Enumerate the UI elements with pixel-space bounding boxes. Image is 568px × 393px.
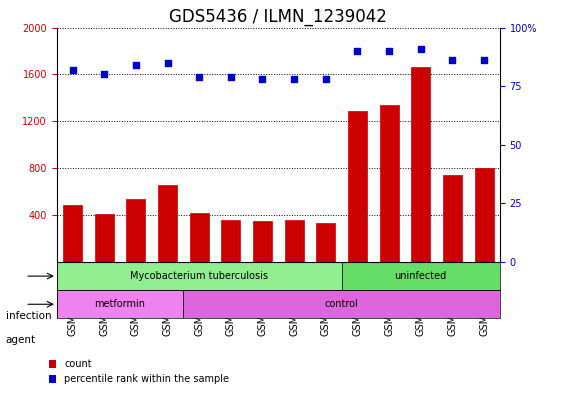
Point [353, 48, 362, 54]
Text: uninfected: uninfected [395, 271, 447, 281]
Point [385, 48, 394, 54]
Bar [474, 168, 494, 262]
Bar [222, 220, 240, 262]
Bar [379, 105, 399, 262]
Point [290, 76, 299, 82]
Bar [63, 205, 82, 262]
Bar [95, 214, 114, 262]
Bar [285, 220, 304, 262]
Text: infection: infection [6, 311, 51, 321]
Point [131, 62, 140, 68]
Point [448, 57, 457, 64]
FancyBboxPatch shape [57, 262, 341, 290]
FancyBboxPatch shape [57, 290, 183, 318]
Text: control: control [325, 299, 358, 309]
Point [163, 60, 172, 66]
Title: GDS5436 / ILMN_1239042: GDS5436 / ILMN_1239042 [169, 8, 387, 26]
Bar [411, 67, 430, 262]
Point [479, 57, 488, 64]
FancyBboxPatch shape [183, 290, 500, 318]
Point [226, 73, 235, 80]
Text: agent: agent [6, 335, 36, 345]
Bar [158, 185, 177, 262]
FancyBboxPatch shape [341, 262, 500, 290]
Bar [190, 213, 208, 262]
Point [195, 73, 204, 80]
Point [258, 76, 267, 82]
Bar [127, 199, 145, 262]
Point [100, 71, 109, 77]
Point [68, 66, 77, 73]
Text: metformin: metformin [95, 299, 145, 309]
Bar [253, 221, 272, 262]
Bar [443, 175, 462, 262]
Bar [316, 223, 335, 262]
Legend: count, percentile rank within the sample: count, percentile rank within the sample [45, 356, 233, 388]
Bar [348, 111, 367, 262]
Point [321, 76, 331, 82]
Point [416, 46, 425, 52]
Text: Mycobacterium tuberculosis: Mycobacterium tuberculosis [130, 271, 268, 281]
